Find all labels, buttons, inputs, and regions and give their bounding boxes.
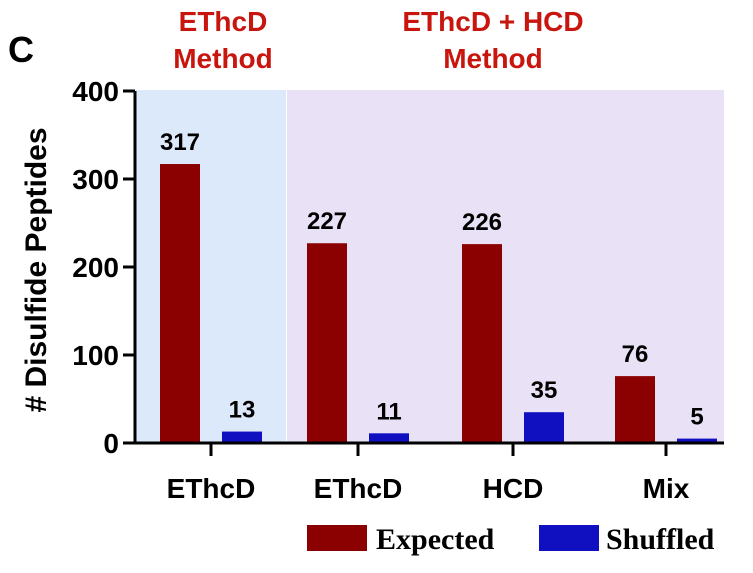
bar-expected-2 [307,243,347,442]
chart-marks: 0 100 200 300 400 EThcD 317 13 EThcD 227 11 HCD 226 3… [72,76,724,504]
legend-swatch-shuffled [539,525,599,551]
y-tick-label-300: 300 [72,164,119,195]
legend: Expected Shuffled [307,523,715,556]
data-label-expected-1: 317 [160,129,200,156]
y-tick-label-400: 400 [72,76,119,107]
data-label-expected-3: 226 [462,209,502,236]
ethcd-method-region [136,90,286,443]
y-axis-title: # Disulfide Peptides [20,127,53,412]
x-tick-label-1: EThcD [167,473,256,504]
data-label-shuffled-1: 13 [229,397,256,424]
group-header-2-line1: EThcD + HCD [402,6,583,37]
data-label-expected-2: 227 [307,208,347,235]
panel-label: C [8,29,34,70]
bar-shuffled-2 [369,433,409,442]
bar-shuffled-1 [222,431,262,442]
y-tick-label-0: 0 [103,428,119,459]
legend-label-expected: Expected [376,523,495,556]
group-header-1-line1: EThcD [179,6,268,37]
y-tick-label-100: 100 [72,340,119,371]
data-label-shuffled-3: 35 [531,377,558,404]
bar-expected-4 [615,376,655,442]
x-tick-label-4: Mix [643,473,690,504]
legend-swatch-expected [307,525,367,551]
ethcd-hcd-method-region [287,90,724,443]
data-label-shuffled-4: 5 [690,404,703,431]
data-label-expected-4: 76 [622,341,649,368]
data-label-shuffled-2: 11 [376,398,401,425]
y-tick-label-200: 200 [72,252,119,283]
bar-shuffled-3 [524,412,564,442]
bar-shuffled-4 [677,438,717,442]
x-tick-label-2: EThcD [314,473,403,504]
bar-expected-3 [462,244,502,442]
x-tick-label-3: HCD [483,473,544,504]
legend-label-shuffled: Shuffled [606,523,715,556]
bar-expected-1 [160,164,200,442]
group-header-1-line2: Method [173,43,273,74]
group-header-2-line2: Method [443,43,543,74]
